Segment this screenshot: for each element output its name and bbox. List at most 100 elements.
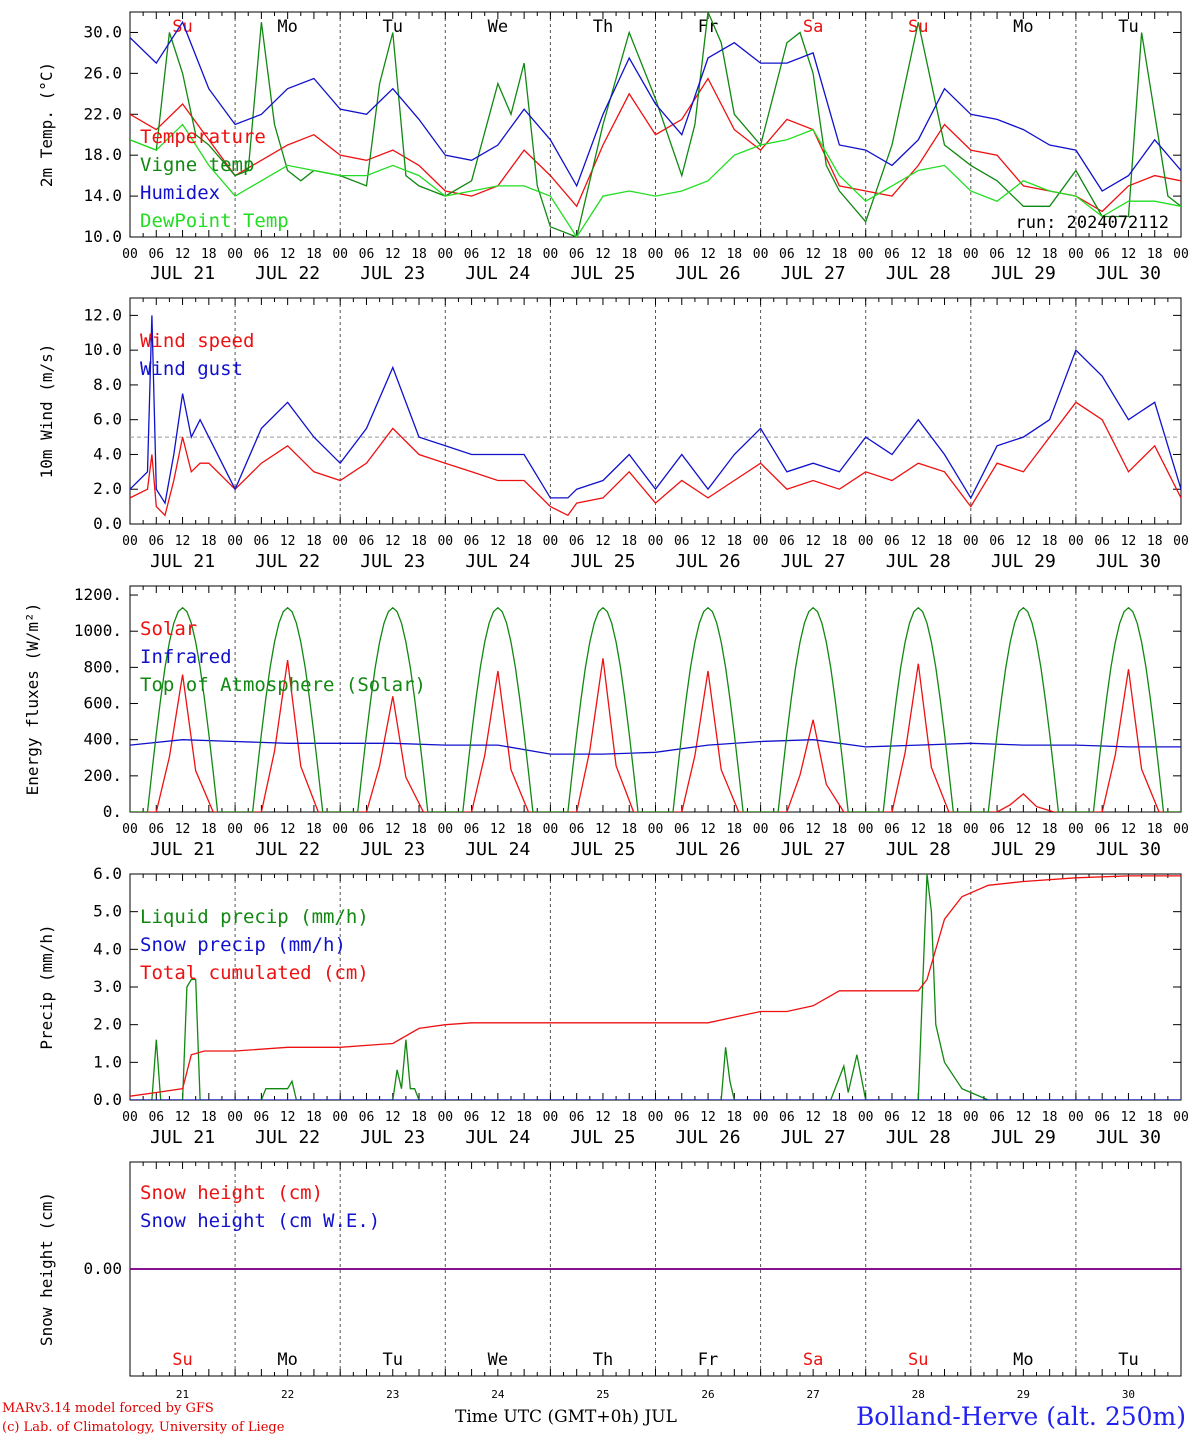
hour-tick-label: 18	[726, 534, 742, 549]
hour-tick-label: 00	[122, 822, 138, 837]
date-label: JUL 29	[991, 551, 1056, 572]
hour-tick-label: 00	[963, 1110, 979, 1125]
day-name: Mo	[1013, 1350, 1033, 1370]
day-name: Su	[908, 1350, 928, 1370]
hour-tick-label: 00	[227, 1110, 243, 1125]
y-tick-label: 400.	[83, 730, 122, 749]
hour-tick-label: 06	[674, 247, 690, 262]
hour-tick-label: 00	[332, 822, 348, 837]
day-number: 23	[386, 1388, 399, 1401]
date-label: JUL 23	[360, 839, 425, 860]
hour-tick-label: 12	[175, 534, 191, 549]
hour-tick-label: 12	[910, 822, 926, 837]
y-tick-label: 0.00	[83, 1259, 122, 1278]
hour-tick-label: 06	[989, 822, 1005, 837]
hour-tick-label: 12	[280, 534, 296, 549]
model-credit: MARv3.14 model forced by GFS	[2, 1401, 214, 1416]
y-tick-label: 30.0	[83, 22, 122, 41]
hour-tick-label: 12	[385, 247, 401, 262]
hour-tick-label: 06	[1094, 247, 1110, 262]
hour-tick-label: 00	[1068, 1110, 1084, 1125]
series-line-humidex	[130, 20, 1181, 192]
date-label: JUL 22	[255, 551, 320, 572]
date-label: JUL 22	[255, 1127, 320, 1148]
day-number: 26	[701, 1388, 714, 1401]
hour-tick-label: 18	[1147, 822, 1163, 837]
y-tick-label: 600.	[83, 694, 122, 713]
legend-entry: Wind gust	[140, 358, 243, 380]
series-line-top-of-atmosphere-solar-	[130, 606, 1181, 812]
day-name: Mo	[277, 17, 297, 37]
hour-tick-label: 12	[1121, 247, 1137, 262]
hour-tick-label: 06	[359, 1110, 375, 1125]
hour-tick-label: 06	[569, 534, 585, 549]
legend-entry: Top of Atmosphere (Solar)	[140, 674, 426, 696]
day-number: 25	[596, 1388, 609, 1401]
hour-tick-label: 06	[148, 822, 164, 837]
hour-tick-label: 12	[1016, 822, 1032, 837]
hour-tick-label: 00	[1173, 247, 1189, 262]
hour-tick-label: 06	[359, 247, 375, 262]
hour-tick-label: 18	[937, 1110, 953, 1125]
hour-tick-label: 12	[910, 534, 926, 549]
series-group	[130, 874, 1181, 1100]
date-label: JUL 27	[781, 839, 846, 860]
date-label: JUL 24	[465, 839, 530, 860]
legend-entry: Snow precip (mm/h)	[140, 934, 346, 956]
hour-tick-label: 06	[779, 247, 795, 262]
date-label: JUL 26	[676, 263, 741, 284]
hour-tick-label: 12	[1016, 534, 1032, 549]
hour-tick-label: 18	[1147, 1110, 1163, 1125]
series-line-solar	[130, 658, 1181, 812]
hour-tick-label: 00	[753, 534, 769, 549]
hour-tick-label: 18	[726, 1110, 742, 1125]
hour-tick-label: 06	[148, 1110, 164, 1125]
y-tick-label: 18.0	[83, 145, 122, 164]
hour-tick-label: 18	[621, 534, 637, 549]
day-name: Th	[593, 17, 613, 37]
hour-tick-label: 12	[175, 247, 191, 262]
hour-tick-label: 12	[805, 822, 821, 837]
date-label: JUL 30	[1096, 1127, 1161, 1148]
hour-tick-label: 12	[595, 1110, 611, 1125]
run-label: run: 2024072112	[1015, 213, 1169, 233]
hour-tick-label: 00	[437, 534, 453, 549]
hour-tick-label: 06	[254, 534, 270, 549]
y-tick-label: 0.0	[93, 514, 122, 533]
day-name: Mo	[1013, 17, 1033, 37]
date-label: JUL 30	[1096, 839, 1161, 860]
hour-tick-label: 18	[411, 534, 427, 549]
hour-tick-label: 00	[543, 247, 559, 262]
date-label: JUL 26	[676, 1127, 741, 1148]
hour-tick-label: 12	[385, 822, 401, 837]
hour-tick-label: 00	[963, 822, 979, 837]
hour-tick-label: 06	[569, 822, 585, 837]
hour-tick-label: 18	[621, 247, 637, 262]
hour-tick-label: 06	[148, 534, 164, 549]
hour-tick-label: 12	[805, 1110, 821, 1125]
hour-tick-label: 06	[989, 247, 1005, 262]
date-label: JUL 29	[991, 839, 1056, 860]
date-label: JUL 29	[991, 263, 1056, 284]
series-line-wind-speed	[130, 401, 1181, 517]
y-tick-label: 2.0	[93, 479, 122, 498]
hour-tick-label: 18	[832, 822, 848, 837]
hour-tick-label: 06	[464, 1110, 480, 1125]
date-label: JUL 26	[676, 551, 741, 572]
series-group	[130, 315, 1181, 517]
legend-entry: Humidex	[140, 182, 220, 204]
hour-tick-label: 18	[516, 534, 532, 549]
hour-tick-label: 00	[1173, 822, 1189, 837]
hour-tick-label: 00	[1068, 822, 1084, 837]
hour-tick-label: 12	[1016, 1110, 1032, 1125]
hour-tick-label: 06	[884, 1110, 900, 1125]
hour-tick-label: 06	[884, 822, 900, 837]
y-tick-label: 1.0	[93, 1052, 122, 1071]
hour-tick-label: 12	[910, 247, 926, 262]
hour-tick-label: 00	[1068, 534, 1084, 549]
hour-tick-label: 00	[437, 247, 453, 262]
legend-entry: Total cumulated (cm)	[140, 962, 369, 984]
legend-entry: Liquid precip (mm/h)	[140, 906, 369, 928]
y-tick-label: 0.	[103, 802, 122, 821]
